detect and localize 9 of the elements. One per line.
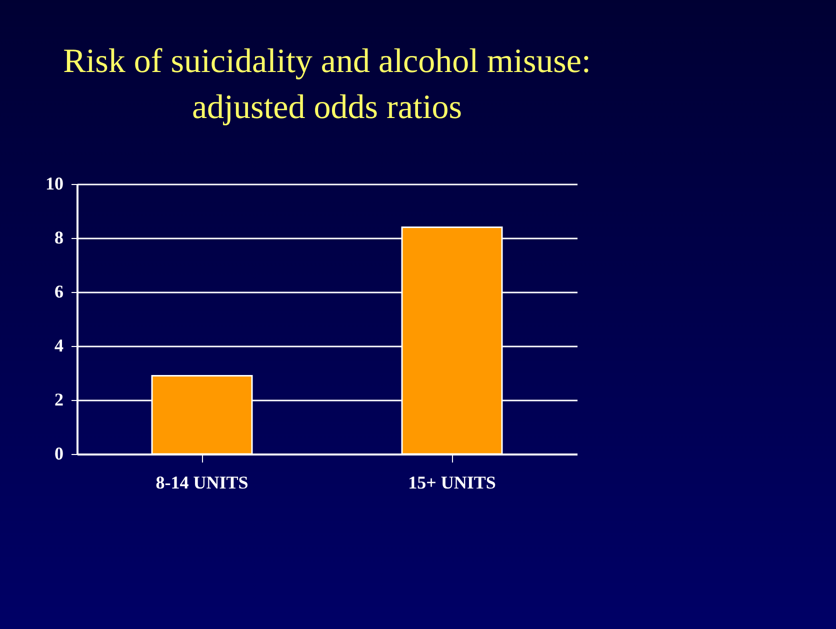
y-tick-label: 4 bbox=[54, 336, 64, 356]
y-tick-label: 6 bbox=[54, 282, 64, 302]
x-tick-label: 15+ UNITS bbox=[408, 472, 496, 492]
y-tick-label: 2 bbox=[54, 390, 64, 410]
y-tick-label: 8 bbox=[54, 228, 64, 248]
y-tick-label: 0 bbox=[54, 444, 64, 464]
chart-title: Risk of suicidality and alcohol misuse: adjusted odds ratios bbox=[63, 43, 591, 126]
x-tick-label: 8-14 UNITS bbox=[156, 472, 248, 492]
y-tick-label: 10 bbox=[46, 174, 64, 194]
